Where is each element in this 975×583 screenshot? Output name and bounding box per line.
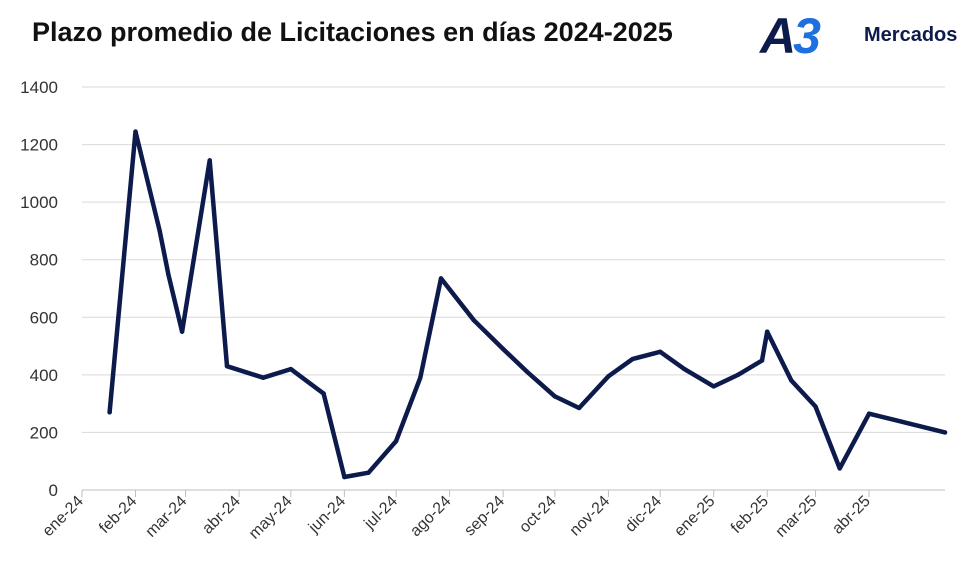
series-line (107, 129, 948, 480)
y-tick-label: 200 (30, 423, 58, 442)
x-tick-label: ene-25 (671, 493, 718, 540)
data-point (606, 374, 611, 379)
data-point (133, 129, 138, 134)
data-point (166, 271, 171, 277)
x-tick-label: dic-24 (622, 493, 665, 536)
x-tick-label: ago-24 (407, 493, 454, 540)
data-point (107, 410, 112, 415)
data-point (321, 391, 326, 396)
data-point (157, 228, 162, 234)
x-tick-label: jul-24 (361, 493, 401, 533)
series-layer (107, 129, 948, 480)
data-point (813, 404, 818, 409)
y-tick-label: 1200 (20, 136, 58, 155)
chart-title: Plazo promedio de Licitaciones en días 2… (32, 17, 673, 47)
data-point (525, 369, 530, 375)
data-point (682, 366, 687, 372)
data-point (837, 466, 842, 471)
x-tick-label: may-24 (246, 493, 296, 543)
data-point (630, 356, 635, 362)
data-point (471, 317, 477, 323)
data-point (342, 474, 347, 480)
x-axis: ene-24 feb-24 mar-24 abr-24 may-24 jun-24 jul-… (40, 489, 945, 543)
data-point (658, 349, 663, 355)
data-point (576, 405, 582, 411)
y-axis: 0 200 400 600 800 1000 1200 1400 (20, 78, 58, 500)
data-point (179, 329, 185, 334)
a3-mercados-logo: A3 Mercados (760, 8, 975, 64)
logo-mark-3: 3 (793, 8, 821, 64)
data-point (552, 394, 558, 399)
x-tick-label: nov-24 (567, 493, 614, 540)
data-point (418, 375, 423, 380)
data-point (207, 158, 212, 163)
x-tick-label: feb-24 (96, 493, 140, 537)
y-tick-label: 1400 (20, 78, 58, 97)
y-tick-label: 0 (49, 481, 58, 500)
x-tick-label: abr-25 (829, 493, 874, 538)
data-point (288, 366, 294, 372)
y-tick-label: 1000 (20, 193, 58, 212)
data-point (438, 276, 444, 281)
y-tick-label: 400 (30, 366, 58, 385)
data-point (500, 346, 506, 352)
x-tick-label: oct-24 (516, 493, 560, 537)
y-tick-label: 600 (30, 308, 58, 327)
x-tick-label: feb-25 (728, 493, 772, 537)
x-tick-label: mar-24 (143, 493, 191, 541)
x-tick-label: sep-24 (461, 493, 508, 540)
logo-mark-a: A (760, 8, 796, 64)
logo-text: Mercados (864, 24, 958, 46)
data-point (366, 470, 371, 475)
logo-mark: A3 (760, 8, 821, 64)
data-point (789, 378, 794, 383)
data-point (711, 384, 716, 389)
data-point (759, 358, 765, 363)
data-point (224, 364, 230, 369)
data-point (393, 438, 399, 444)
x-tick-label: jun-24 (305, 493, 349, 537)
data-point (866, 411, 872, 416)
data-point (735, 372, 741, 378)
y-tick-label: 800 (30, 251, 58, 270)
data-point (942, 430, 948, 435)
x-tick-label: mar-25 (773, 493, 821, 541)
x-tick-label: ene-24 (40, 493, 87, 540)
data-point (261, 375, 266, 380)
x-tick-label: abr-24 (199, 493, 244, 538)
data-point (765, 329, 770, 334)
gridlines (82, 86, 945, 433)
